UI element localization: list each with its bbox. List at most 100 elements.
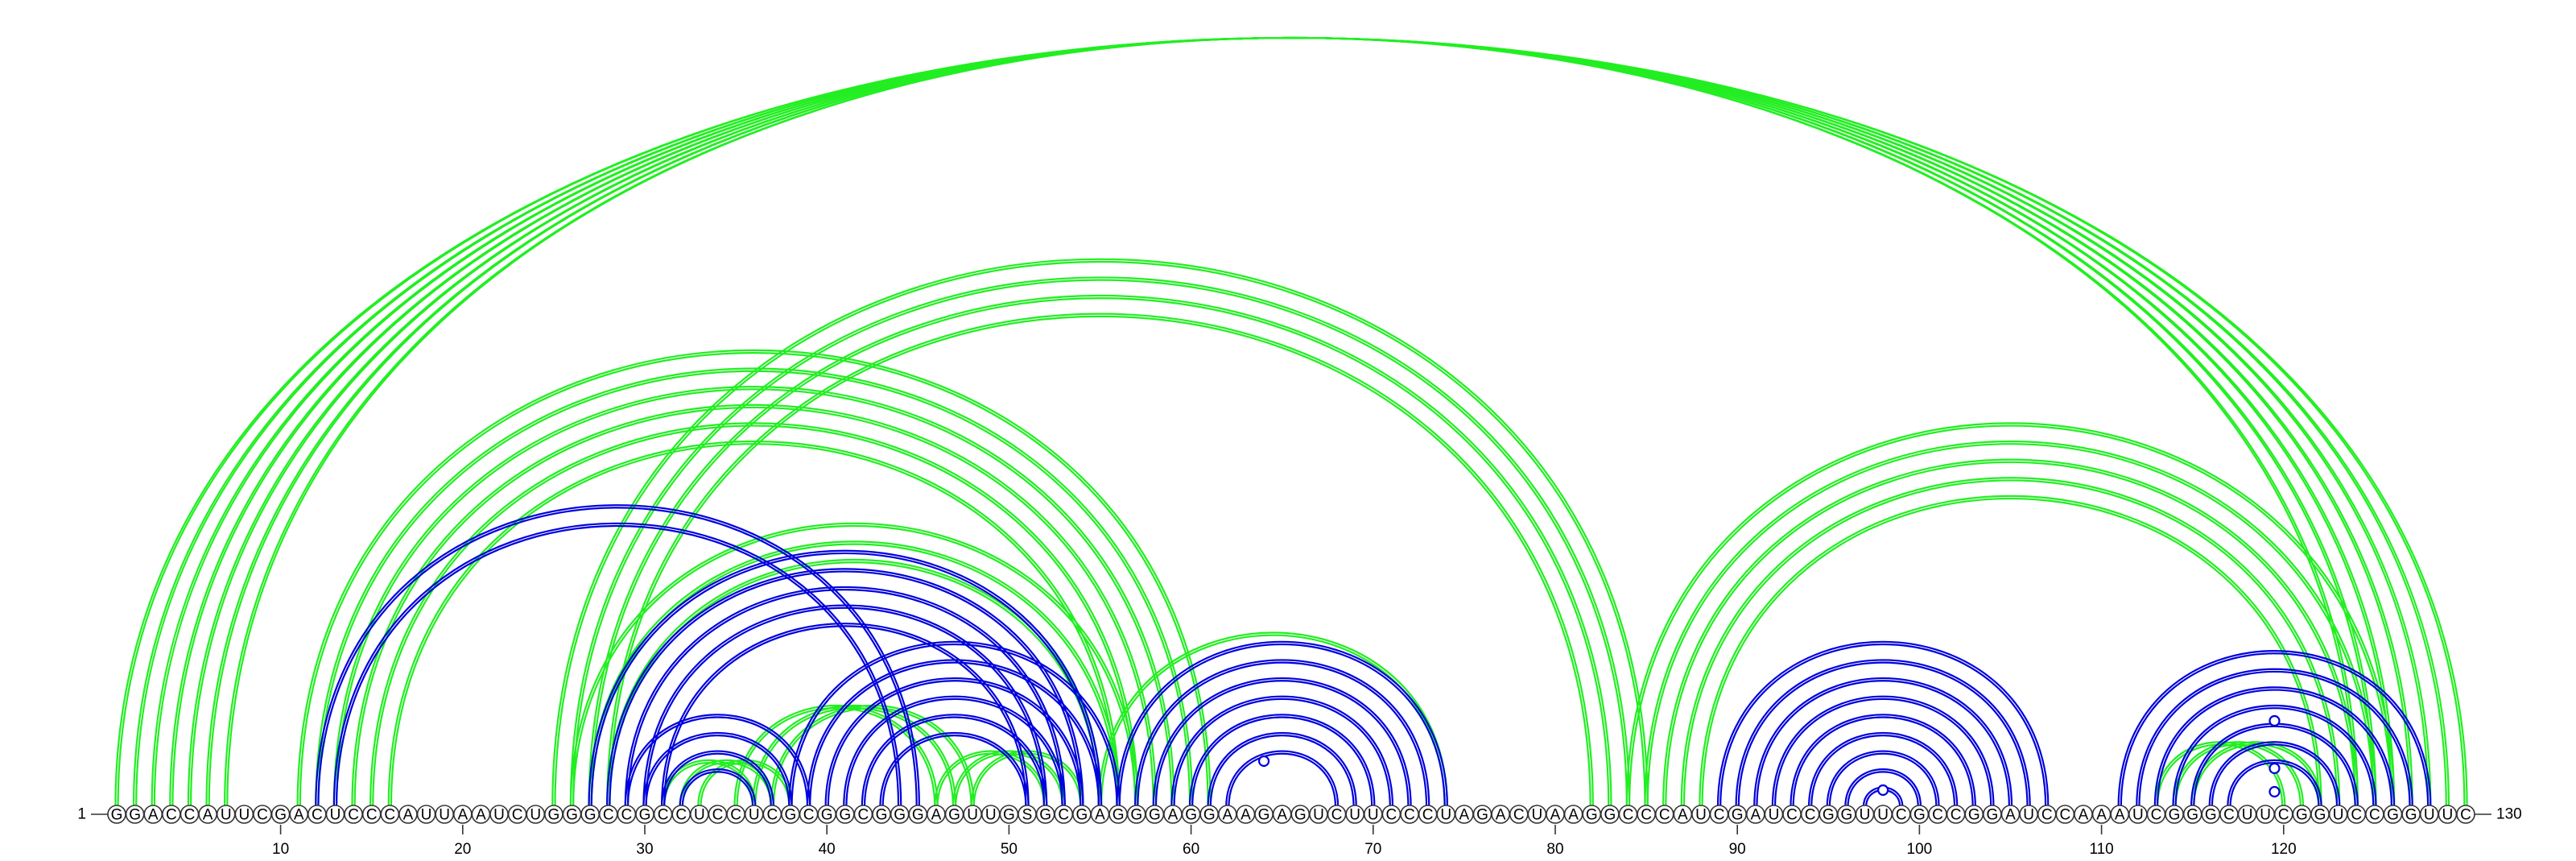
green-pair-arc bbox=[572, 525, 1137, 808]
green-pair-arc bbox=[296, 349, 1212, 808]
nucleotide: C bbox=[1946, 805, 1966, 824]
green-pair-arc bbox=[1628, 424, 2393, 808]
nucleotide: G bbox=[580, 805, 600, 824]
nucleotide: C bbox=[344, 805, 363, 824]
nucleotide: U bbox=[690, 805, 709, 824]
nucleotide-letter: C bbox=[1932, 807, 1943, 824]
nucleotide: C bbox=[162, 805, 181, 824]
nucleotide-letter: C bbox=[1786, 807, 1798, 824]
green-pair-arc bbox=[572, 279, 1628, 808]
nucleotide: G bbox=[2310, 805, 2330, 824]
blue-pair-arc bbox=[1188, 714, 1376, 808]
nucleotide-letter: C bbox=[384, 807, 395, 824]
nucleotide: U bbox=[489, 805, 509, 824]
green-pair-arc bbox=[132, 36, 2450, 808]
blue-pair-arc bbox=[861, 714, 1048, 808]
blue-pair-arc bbox=[1826, 750, 1940, 808]
green-pair-arc bbox=[590, 543, 1118, 808]
blue-pair-arc bbox=[1154, 680, 1410, 808]
green-pair-arc bbox=[569, 522, 1139, 808]
nucleotide-letter: U bbox=[985, 807, 997, 824]
nucleotide: C bbox=[1418, 805, 1438, 824]
nucleotide-letter: G bbox=[2205, 807, 2217, 824]
blue-pair-arc bbox=[791, 644, 1118, 808]
nucleotide-letter: U bbox=[2023, 807, 2034, 824]
marker-layer bbox=[1257, 714, 2281, 798]
nucleotide: U bbox=[234, 805, 254, 824]
nucleotide-letter: A bbox=[148, 807, 159, 824]
blue-pair-arc bbox=[881, 735, 1027, 808]
nucleotide: C bbox=[653, 805, 673, 824]
nucleotide: G bbox=[1181, 805, 1201, 824]
nucleotide-letter: G bbox=[129, 807, 141, 824]
nucleotide: U bbox=[1309, 805, 1328, 824]
blue-pair-arc bbox=[1773, 697, 1992, 808]
green-pair-arc bbox=[187, 37, 2396, 808]
nucleotide: C bbox=[671, 805, 691, 824]
nucleotide: C bbox=[2347, 805, 2367, 824]
blue-pair-arc bbox=[1152, 677, 1412, 808]
blue-pair-arc bbox=[335, 525, 900, 808]
nucleotide-letter: A bbox=[1496, 807, 1506, 824]
blue-pair-arc bbox=[679, 768, 757, 808]
nucleotide: A bbox=[1272, 805, 1292, 824]
green-pair-arc bbox=[752, 705, 957, 808]
nucleotide-letter: G bbox=[1075, 807, 1088, 824]
nucleotide-letter: C bbox=[1896, 807, 1907, 824]
blue-pair-arc bbox=[590, 553, 1100, 808]
nucleotide: C bbox=[1709, 805, 1729, 824]
nucleotide-letter: A bbox=[1678, 807, 1688, 824]
nucleotide: G bbox=[2401, 805, 2421, 824]
blue-pair-arc bbox=[2172, 705, 2377, 808]
nucleotide: A bbox=[289, 805, 309, 824]
nucleotide-letter: C bbox=[1714, 807, 1725, 824]
nucleotide: G bbox=[1983, 805, 2002, 824]
nucleotide-letter: G bbox=[2296, 807, 2308, 824]
blue-pair-arc bbox=[1735, 659, 2031, 808]
blue-pair-arc bbox=[827, 680, 1082, 808]
green-pair-arc bbox=[606, 558, 1103, 808]
nucleotide-letter: U bbox=[967, 807, 978, 824]
nucleotide: G bbox=[817, 805, 836, 824]
nucleotide-letter: C bbox=[658, 807, 669, 824]
nucleotide: G bbox=[2182, 805, 2202, 824]
nucleotide: G bbox=[2383, 805, 2403, 824]
blue-arc-layer bbox=[315, 504, 2432, 808]
nucleotide: G bbox=[944, 805, 964, 824]
nucleotide-letter: G bbox=[584, 807, 597, 824]
blue-pair-arc bbox=[2153, 686, 2396, 808]
nucleotide: A bbox=[398, 805, 418, 824]
nucleotide: G bbox=[1728, 805, 1747, 824]
blue-pair-arc bbox=[626, 589, 1063, 808]
tick-label: 50 bbox=[1001, 841, 1018, 857]
nucleotide: G bbox=[1126, 805, 1146, 824]
nucleotide: C bbox=[1637, 805, 1656, 824]
nucleotide: A bbox=[198, 805, 217, 824]
blue-pair-arc bbox=[2156, 689, 2393, 808]
green-pair-arc bbox=[351, 404, 1158, 808]
nucleotide-letter: C bbox=[2041, 807, 2053, 824]
nucleotide: C bbox=[2365, 805, 2384, 824]
nucleotide: U bbox=[2237, 805, 2257, 824]
nucleotide: A bbox=[452, 805, 473, 824]
nucleotide: G bbox=[2292, 805, 2312, 824]
nucleotide-letter: G bbox=[1039, 807, 1051, 824]
nucleotide-letter: G bbox=[2169, 807, 2181, 824]
blue-pair-arc bbox=[2208, 741, 2341, 808]
nucleotide: S bbox=[1018, 805, 1037, 824]
nucleotide-letter: C bbox=[366, 807, 378, 824]
nucleotide-letter: U bbox=[1532, 807, 1543, 824]
nucleotide: C bbox=[1618, 805, 1638, 824]
nucleotide-letter: G bbox=[912, 807, 924, 824]
green-pair-arc bbox=[169, 36, 2413, 808]
blue-pair-arc bbox=[588, 549, 1103, 808]
nucleotide: U bbox=[416, 805, 436, 824]
nucleotide: C bbox=[2146, 805, 2166, 824]
nucleotide-letter: C bbox=[1659, 807, 1670, 824]
nucleotide: C bbox=[2456, 805, 2475, 824]
tick-label: 80 bbox=[1546, 841, 1563, 857]
nucleotide: C bbox=[180, 805, 200, 824]
nucleotide-letter: A bbox=[2079, 807, 2089, 824]
blue-pair-arc bbox=[660, 623, 1030, 808]
nucleotide-letter: U bbox=[330, 807, 341, 824]
